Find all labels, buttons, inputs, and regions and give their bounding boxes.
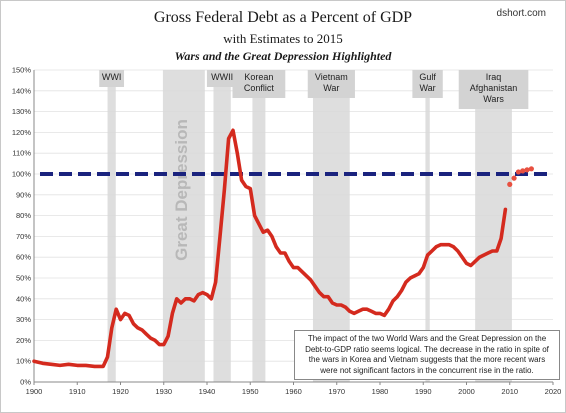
- y-tick-label: 130%: [12, 107, 32, 116]
- x-tick-label: 1960: [285, 387, 302, 396]
- period-label: Wars: [483, 94, 504, 104]
- y-tick-label: 50%: [16, 274, 31, 283]
- period-label: Afghanistan: [470, 83, 518, 93]
- period-label: WWI: [102, 72, 122, 82]
- chart-subtitle-italic: Wars and the Great Depression Highlighte…: [174, 49, 392, 63]
- period-label-box: [206, 70, 238, 87]
- chart-subtitle: with Estimates to 2015: [223, 31, 343, 46]
- x-tick-label: 1970: [328, 387, 345, 396]
- y-tick-label: 30%: [16, 315, 31, 324]
- estimate-point: [507, 181, 513, 187]
- x-tick-label: 1930: [155, 387, 172, 396]
- y-tick-label: 90%: [16, 190, 31, 199]
- period-label: War: [419, 83, 435, 93]
- x-tick-label: 2000: [458, 387, 475, 396]
- period-label: Korean: [244, 72, 273, 82]
- y-tick-label: 150%: [12, 66, 32, 75]
- estimate-point: [511, 175, 517, 181]
- period-label: WWII: [211, 72, 233, 82]
- y-tick-label: 70%: [16, 232, 31, 241]
- period-label: Gulf: [419, 72, 436, 82]
- x-tick-label: 2010: [501, 387, 518, 396]
- estimate-point: [528, 166, 534, 172]
- period-label: War: [323, 83, 339, 93]
- x-tick-label: 2020: [545, 387, 562, 396]
- period-label: Conflict: [244, 83, 275, 93]
- period-label: Vietnam: [315, 72, 348, 82]
- period-label-box: [99, 70, 125, 87]
- y-tick-label: 10%: [16, 357, 31, 366]
- estimate-point: [515, 169, 522, 175]
- annotation-note: The impact of the two World Wars and the…: [294, 330, 560, 380]
- y-tick-label: 40%: [16, 294, 31, 303]
- y-tick-label: 20%: [16, 336, 31, 345]
- y-tick-label: 80%: [16, 211, 31, 220]
- x-tick-label: 1990: [415, 387, 432, 396]
- estimate-point: [520, 168, 526, 174]
- y-tick-label: 0%: [20, 378, 31, 387]
- y-tick-label: 120%: [12, 128, 32, 137]
- x-tick-label: 1910: [69, 387, 86, 396]
- shaded-period: [425, 70, 430, 382]
- x-tick-label: 1940: [199, 387, 216, 396]
- x-tick-label: 1980: [372, 387, 389, 396]
- period-label-box: [307, 70, 355, 98]
- period-label-box: [458, 70, 529, 109]
- period-label-box: [412, 70, 443, 98]
- period-label: Iraq: [486, 72, 502, 82]
- y-tick-label: 100%: [12, 170, 32, 179]
- chart-title: Gross Federal Debt as a Percent of GDP: [153, 9, 413, 26]
- y-tick-label: 110%: [12, 149, 31, 158]
- period-label: Great Depression: [172, 119, 191, 261]
- x-tick-label: 1920: [112, 387, 129, 396]
- x-tick-label: 1900: [26, 387, 43, 396]
- estimate-point: [524, 167, 530, 173]
- shaded-period: [107, 70, 116, 382]
- x-tick-label: 1950: [242, 387, 259, 396]
- y-tick-label: 140%: [12, 86, 32, 95]
- period-label-box: [232, 70, 286, 98]
- debt-line: [32, 128, 508, 369]
- source-credit: dshort.com: [496, 8, 546, 19]
- y-tick-label: 60%: [16, 253, 31, 262]
